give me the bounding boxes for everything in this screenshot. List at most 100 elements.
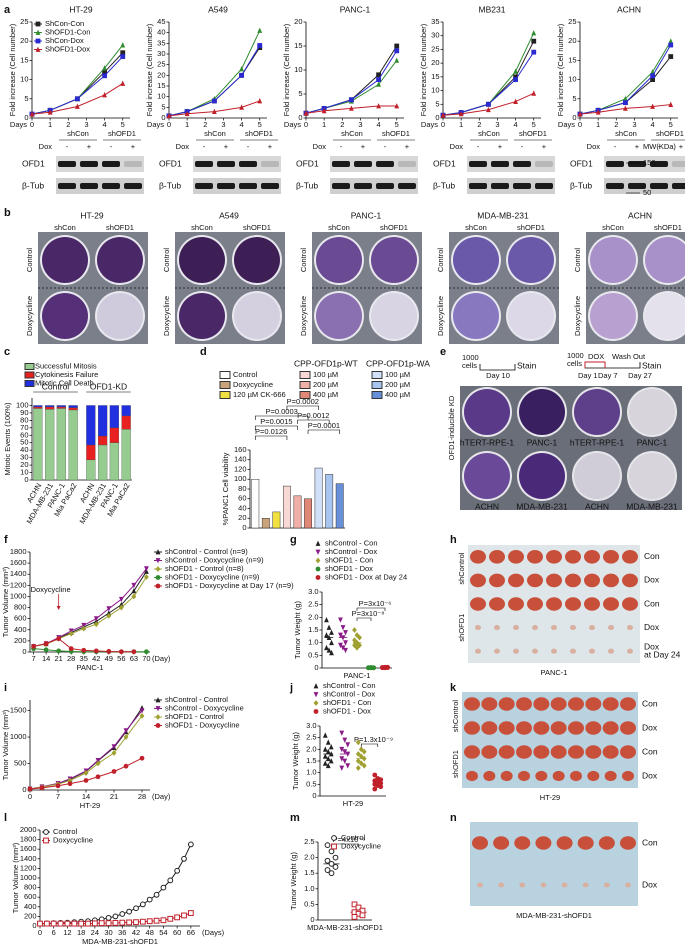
row-label: Control [573,248,582,273]
y-tick-label: 800 [14,603,27,612]
row-label: Dox [644,622,660,632]
blot-row-label: β-Tub [296,180,318,190]
marker [55,783,61,789]
y-tick-label: 40 [157,28,165,37]
marker [531,49,537,55]
y-tick-label: 1.0 [308,638,318,647]
y-tick-label: 2.0 [304,853,314,862]
marker [111,769,117,774]
legend-label: shControl - Doxycycline (n=9) [165,555,264,564]
marker [355,751,361,757]
sign: + [131,142,136,151]
tumor [489,573,505,588]
legend-label: Doxycycline [341,841,381,850]
row-label: Doxycycline [25,296,34,336]
x-tick-label: 2 [340,120,344,129]
tumor [550,745,567,759]
marker [357,634,362,641]
sign: - [66,142,69,151]
band [398,161,416,167]
legend-marker [331,835,337,841]
column-label: shOFD1 [654,223,682,232]
tumor [585,721,602,735]
legend-marker [315,575,321,580]
tumor [508,573,524,588]
y-tick-label: 20 [20,36,28,45]
marker [181,855,187,862]
significance-bracket [286,405,319,410]
band [217,183,235,189]
column-label: shOFD1 [243,223,271,232]
x-tick-label: 0 [578,120,582,129]
band [124,183,142,189]
legend-label: ShOFD1-Con [45,27,90,36]
legend-label: shControl - Con [323,681,376,690]
marker [67,781,73,787]
group-label: shCon [615,129,637,138]
x-axis-label: PANC-1 [344,671,371,680]
plate-title: MDA-MB-231 [477,210,529,220]
y-tick-label: 140 [234,455,247,464]
plate [645,293,685,339]
tumor [551,648,557,654]
y-axis-label: %PANC1 Cell viability [221,452,230,525]
marker [378,784,384,790]
x-tick-label: 4 [377,120,381,129]
sign: + [679,142,684,151]
marker [167,915,174,922]
bar [325,474,334,529]
legend-label: shOFD1 - Doxycycline [165,720,240,729]
x-tick-label: 60 [173,928,181,937]
panel-label: c [4,346,10,358]
marker [146,896,153,903]
marker [668,38,674,44]
bar-segment [68,405,78,408]
y-tick-label: 120 [234,464,247,473]
x-tick-label: 7 [56,792,60,801]
marker [105,914,112,921]
sign: - [658,142,661,151]
x-tick-label: 63 [130,654,138,663]
legend-marker [315,549,321,555]
x-tick-label: 42 [132,928,140,937]
marker [43,647,49,653]
tumor [622,550,638,564]
side-label: shOFD1 [451,750,460,778]
marker [126,908,133,915]
legend-marker [155,697,161,703]
marker [139,712,145,719]
y-tick-label: 0 [22,647,26,656]
marker [131,593,137,600]
y-tick-label: 30 [157,49,165,58]
blot-row-label: OFD1 [570,158,593,168]
bar-segment [56,408,66,481]
group-label: shOFD1 [519,129,547,138]
y-tick-label: 0 [24,475,28,484]
y-tick-label: 500 [14,759,27,768]
legend-label: Successful Mitosis [35,361,97,370]
y-tick-label: 800 [24,883,37,892]
tumor [584,550,600,564]
blot-row-label: OFD1 [159,158,182,168]
marker [81,622,87,629]
panel-label: l [4,812,7,824]
y-tick-label: 90 [20,408,28,417]
marker [83,770,89,776]
tumor [570,770,582,782]
plate [97,293,143,339]
bar [304,498,313,529]
panel-label: d [200,346,207,358]
marker [322,732,328,738]
bar [272,511,281,529]
legend-swatch [299,391,311,399]
y-tick-label: 200 [24,911,37,920]
marker [106,606,112,612]
x-tick-label: 3 [221,120,225,129]
marker [239,66,244,72]
x-axis-unit: (Day) [152,654,171,663]
bar-segment [109,405,119,428]
marker [332,864,339,870]
significance-bracket [297,419,330,424]
marker [102,69,107,75]
marker [329,649,334,656]
